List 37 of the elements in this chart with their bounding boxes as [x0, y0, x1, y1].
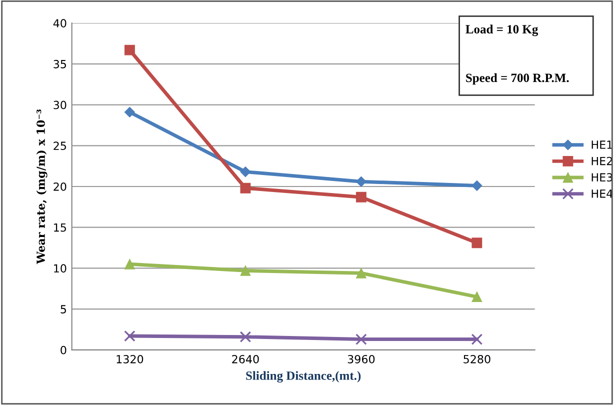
point — [472, 238, 482, 248]
x-tick-label: 1320 — [116, 354, 144, 364]
y-tick-label: 10 — [54, 264, 66, 273]
x-tick-label: 3960 — [348, 354, 375, 364]
point — [355, 334, 367, 345]
point — [124, 258, 135, 270]
y-tick-label: 15 — [54, 223, 66, 232]
x-tick-label: 5280 — [464, 354, 490, 364]
annotation: Speed = 700 R.P.M. — [466, 73, 569, 85]
y-tick-label: 5 — [60, 305, 66, 314]
point — [124, 330, 136, 342]
y-tick-label: 35 — [54, 60, 66, 68]
point — [356, 192, 366, 202]
point — [240, 182, 251, 194]
annotation: Load = 10 Kg — [466, 24, 538, 36]
x-tick-label: 2640 — [232, 354, 259, 364]
legend-label: HE1 — [592, 140, 612, 149]
y-tick-label: 40 — [53, 19, 66, 28]
y-tick-label: 20 — [54, 182, 66, 191]
point — [124, 44, 135, 56]
point — [240, 265, 251, 276]
y-axis-title: Wear rate, (mg/m) x 10⁻³ — [36, 109, 48, 264]
legend-label: HE3 — [592, 173, 612, 182]
point — [471, 334, 483, 345]
point — [240, 331, 252, 343]
y-tick-label: 25 — [54, 142, 66, 150]
y-tick-label: 0 — [60, 346, 66, 354]
x-axis-title: Sliding Distance,(mt.) — [246, 371, 361, 383]
point — [124, 106, 135, 118]
point — [356, 268, 366, 278]
point — [472, 180, 482, 191]
point — [356, 176, 366, 187]
point — [240, 166, 251, 178]
point — [472, 292, 482, 302]
y-tick-label: 30 — [54, 100, 66, 110]
legend-label: HE4 — [592, 190, 613, 198]
legend-label: HE2 — [592, 156, 612, 166]
